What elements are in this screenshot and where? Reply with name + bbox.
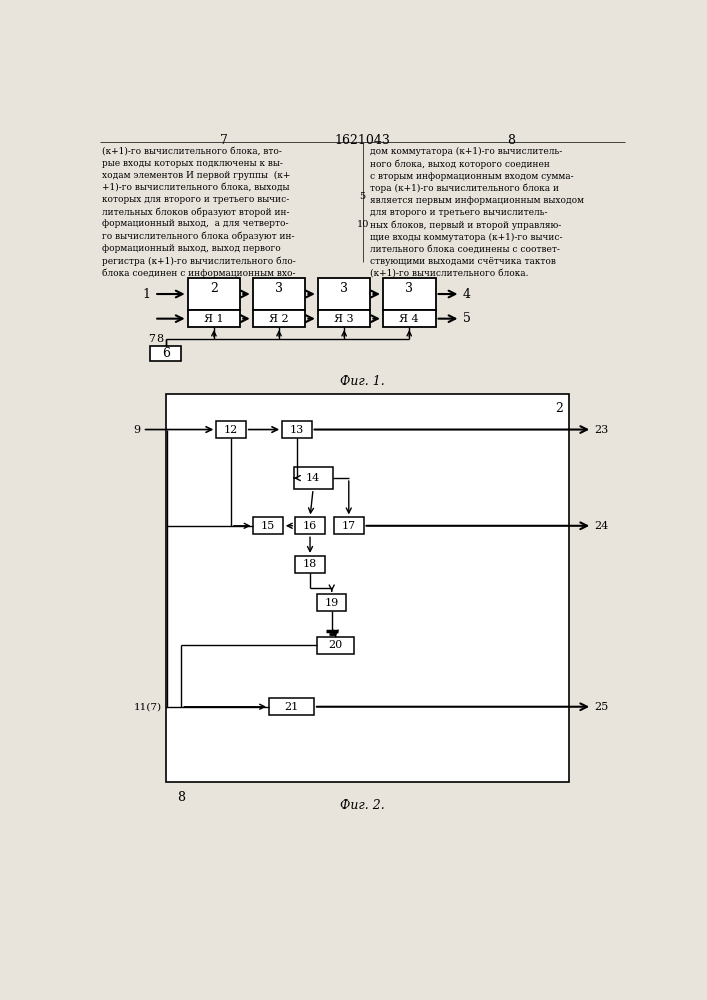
Text: 21: 21 <box>284 702 298 712</box>
Bar <box>317 637 354 654</box>
Text: Я 4: Я 4 <box>399 314 419 324</box>
Text: 17: 17 <box>341 521 356 531</box>
Text: 13: 13 <box>290 425 304 435</box>
Text: 7: 7 <box>220 134 228 147</box>
Text: 9: 9 <box>133 425 140 435</box>
Bar <box>317 310 370 327</box>
Text: 5: 5 <box>462 312 471 325</box>
Text: 3: 3 <box>405 282 413 295</box>
Bar <box>383 310 436 327</box>
Bar <box>296 517 325 534</box>
Text: 2: 2 <box>210 282 218 295</box>
Text: 14: 14 <box>306 473 320 483</box>
Text: 25: 25 <box>595 702 609 712</box>
Bar <box>187 278 240 310</box>
Text: Фиг. 2.: Фиг. 2. <box>339 799 385 812</box>
Text: 1621043: 1621043 <box>334 134 390 147</box>
Text: 1: 1 <box>142 288 151 301</box>
Bar <box>282 421 312 438</box>
Text: Я 3: Я 3 <box>334 314 354 324</box>
Text: 8: 8 <box>156 334 163 344</box>
Text: Фиг. 1.: Фиг. 1. <box>339 375 385 388</box>
Bar <box>252 310 305 327</box>
Text: 11(7): 11(7) <box>134 702 162 711</box>
Text: 5: 5 <box>360 192 366 201</box>
Text: 24: 24 <box>595 521 609 531</box>
Text: 19: 19 <box>325 598 339 608</box>
Bar <box>293 467 332 489</box>
Bar <box>252 278 305 310</box>
Bar <box>317 278 370 310</box>
Bar <box>187 310 240 327</box>
Bar <box>317 594 346 611</box>
Text: дом коммутатора (к+1)-го вычислитель-
ного блока, выход которого соединен
с втор: дом коммутатора (к+1)-го вычислитель- но… <box>370 147 584 278</box>
Text: 16: 16 <box>303 521 317 531</box>
Text: 20: 20 <box>329 640 343 650</box>
Text: 23: 23 <box>595 425 609 435</box>
Text: 6: 6 <box>162 347 170 360</box>
Text: 4: 4 <box>462 288 471 301</box>
Text: 10: 10 <box>356 220 369 229</box>
Text: 18: 18 <box>303 559 317 569</box>
Text: 3: 3 <box>275 282 283 295</box>
Bar <box>216 421 246 438</box>
Bar <box>253 517 283 534</box>
Bar <box>166 394 569 782</box>
Text: 12: 12 <box>224 425 238 435</box>
Text: (к+1)-го вычислительного блока, вто-
рые входы которых подключены к вы-
ходам эл: (к+1)-го вычислительного блока, вто- рые… <box>103 147 296 278</box>
Text: Я 1: Я 1 <box>204 314 223 324</box>
Bar <box>334 517 363 534</box>
Bar <box>151 346 182 361</box>
Text: 3: 3 <box>340 282 348 295</box>
Text: Я 2: Я 2 <box>269 314 289 324</box>
Text: 15: 15 <box>261 521 275 531</box>
Text: 8: 8 <box>507 134 515 147</box>
Text: 8: 8 <box>177 791 185 804</box>
Text: 7: 7 <box>148 334 156 344</box>
Bar <box>296 556 325 573</box>
Bar <box>383 278 436 310</box>
Bar <box>269 698 314 715</box>
Text: 2: 2 <box>555 402 563 415</box>
